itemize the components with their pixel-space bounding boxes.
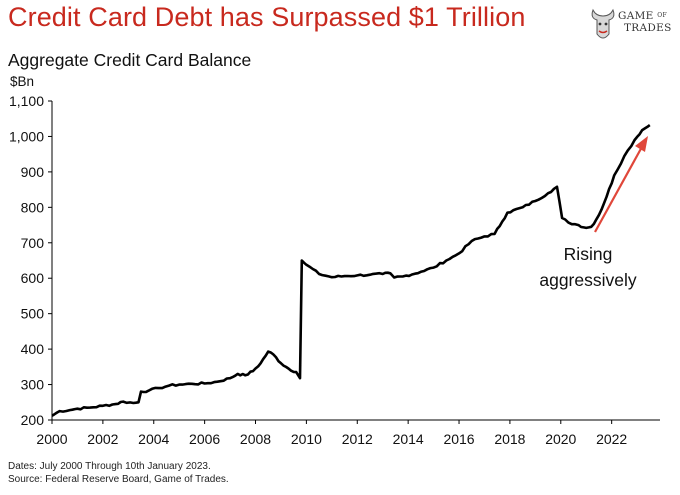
chart-title: Credit Card Debt has Surpassed $1 Trilli… (8, 2, 526, 32)
bull-icon (591, 8, 615, 39)
x-tick-label: 2014 (393, 431, 424, 447)
dates-note: Dates: July 2000 Through 10th January 20… (8, 461, 211, 472)
chart-subtitle: Aggregate Credit Card Balance (8, 50, 252, 70)
source-note: Source: Federal Reserve Board, Game of T… (8, 474, 229, 485)
x-tick-label: 2016 (443, 431, 474, 447)
x-tick-label: 2022 (596, 431, 627, 447)
y-tick-label: 300 (21, 377, 45, 393)
x-tick-label: 2018 (494, 431, 525, 447)
logo-line2: TRADES (624, 22, 672, 34)
annotation-line2: aggressively (539, 270, 637, 290)
x-tick-label: 2006 (189, 431, 220, 447)
series-line (51, 124, 651, 417)
logo: GAME OF TRADES (588, 4, 672, 44)
y-tick-label: 1,100 (9, 93, 44, 109)
x-tick-label: 2012 (342, 431, 373, 447)
logo-line1: GAME (618, 10, 654, 22)
annotation-arrow-shaft (594, 144, 644, 233)
y-tick-label: 1,000 (9, 128, 44, 144)
annotation-line1: Rising (564, 244, 613, 264)
x-tick-label: 2008 (240, 431, 271, 447)
annotation: Rising aggressively (539, 136, 648, 290)
x-tick-label: 2002 (87, 431, 118, 447)
y-tick-label: 400 (21, 341, 45, 357)
y-tick-label: 800 (21, 199, 45, 215)
x-tick-label: 2020 (545, 431, 576, 447)
x-tick-label: 2000 (36, 431, 67, 447)
x-tick-label: 2004 (138, 431, 169, 447)
y-tick-label: 900 (21, 164, 45, 180)
x-tick-labels: 2000 2002 2004 2006 2008 2010 2012 2014 2016 2018… (36, 420, 627, 447)
x-tick-label: 2010 (291, 431, 322, 447)
y-tick-label: 500 (21, 306, 45, 322)
y-axis-label: $Bn (10, 74, 34, 89)
footnotes: Dates: July 2000 Through 10th January 20… (8, 460, 229, 486)
logo-line1-small: OF (657, 12, 667, 19)
arrow-up-right-icon (635, 136, 648, 152)
y-tick-label: 200 (21, 412, 45, 428)
y-tick-labels: 200 300 400 500 600 700 800 900 1,000 1,100 (9, 93, 52, 428)
y-tick-label: 600 (21, 270, 45, 286)
logo-text: GAME OF TRADES (618, 10, 672, 34)
y-tick-label: 700 (21, 235, 45, 251)
